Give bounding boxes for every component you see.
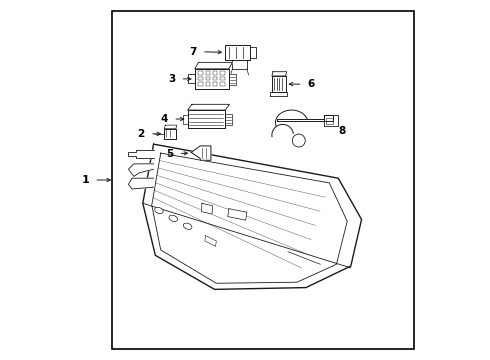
Text: 3: 3 — [168, 74, 175, 84]
Polygon shape — [195, 62, 232, 69]
Bar — [112, 12, 414, 348]
Text: 1: 1 — [81, 175, 89, 185]
Polygon shape — [143, 144, 362, 289]
Circle shape — [293, 134, 305, 147]
Bar — [220, 71, 224, 75]
Polygon shape — [164, 129, 176, 139]
Bar — [198, 71, 203, 75]
Polygon shape — [191, 146, 211, 160]
Bar — [213, 82, 218, 86]
Ellipse shape — [183, 223, 192, 229]
Polygon shape — [195, 69, 229, 89]
Polygon shape — [205, 235, 216, 246]
Polygon shape — [225, 114, 232, 125]
Bar — [198, 82, 203, 86]
Text: 2: 2 — [137, 129, 145, 139]
Text: 6: 6 — [308, 79, 315, 89]
Bar — [326, 118, 333, 124]
Bar — [205, 82, 210, 86]
Text: 5: 5 — [166, 149, 173, 159]
Polygon shape — [225, 45, 250, 60]
Ellipse shape — [155, 207, 163, 213]
Polygon shape — [188, 110, 225, 128]
Polygon shape — [272, 72, 287, 76]
Text: 8: 8 — [338, 126, 345, 135]
Bar — [198, 77, 203, 80]
Bar — [213, 77, 218, 80]
Polygon shape — [270, 92, 287, 96]
Bar — [205, 71, 210, 75]
Polygon shape — [152, 153, 347, 283]
Polygon shape — [229, 74, 236, 85]
Polygon shape — [228, 209, 247, 220]
Bar — [220, 82, 224, 86]
Bar — [213, 71, 218, 75]
Bar — [220, 77, 224, 80]
Text: 7: 7 — [189, 46, 196, 57]
Text: 4: 4 — [161, 114, 168, 124]
Polygon shape — [128, 164, 153, 176]
Polygon shape — [324, 116, 338, 126]
Polygon shape — [277, 116, 333, 121]
Polygon shape — [128, 149, 153, 158]
Bar — [205, 77, 210, 80]
Polygon shape — [164, 125, 177, 129]
Ellipse shape — [169, 215, 177, 221]
Polygon shape — [128, 178, 153, 189]
Polygon shape — [188, 104, 230, 110]
Polygon shape — [250, 47, 256, 58]
Polygon shape — [272, 76, 286, 92]
Polygon shape — [201, 203, 213, 214]
